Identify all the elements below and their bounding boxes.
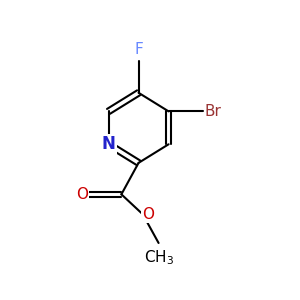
Text: CH$_3$: CH$_3$ — [143, 249, 174, 267]
Text: O: O — [76, 187, 88, 202]
Text: N: N — [102, 135, 116, 153]
Text: F: F — [134, 42, 143, 57]
Text: Br: Br — [204, 104, 221, 119]
Text: O: O — [142, 207, 154, 222]
